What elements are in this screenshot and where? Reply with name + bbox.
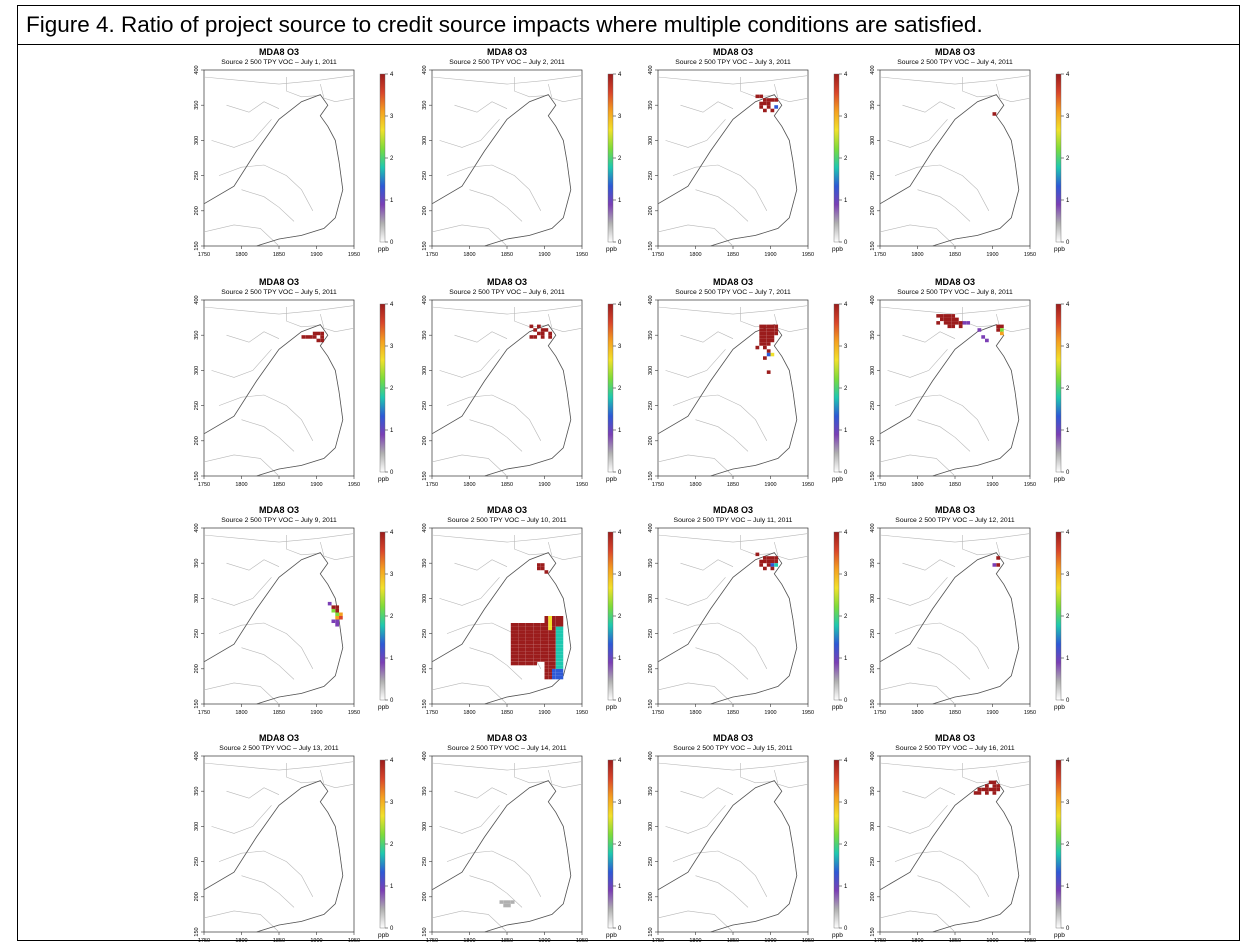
- caption-bar: Figure 4. Ratio of project source to cre…: [18, 6, 1239, 45]
- figure-frame: Figure 4. Ratio of project source to cre…: [17, 5, 1240, 941]
- figure-caption: Figure 4. Ratio of project source to cre…: [26, 12, 983, 37]
